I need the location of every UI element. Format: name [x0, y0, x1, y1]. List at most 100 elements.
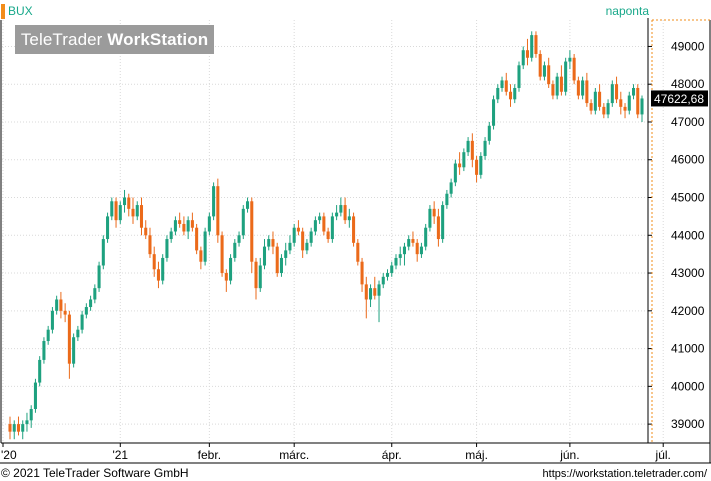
candle: [241, 205, 245, 240]
candle: [93, 284, 97, 304]
candle-body: [500, 80, 504, 88]
candle: [161, 254, 165, 285]
candle-body: [343, 205, 347, 221]
candle: [38, 356, 42, 387]
candle-body: [585, 80, 589, 104]
candle: [479, 152, 483, 179]
candle-body: [398, 254, 402, 258]
candle: [313, 216, 317, 236]
x-tick-label: ápr.: [382, 448, 402, 462]
candle: [8, 416, 12, 440]
candle: [110, 197, 114, 221]
candle: [59, 291, 63, 319]
candle: [615, 76, 619, 104]
candle-body: [419, 246, 423, 255]
y-tick-label: 44000: [671, 228, 705, 242]
y-axis-labels: 39000 40000 41000 42000 43000 44000 45000 46000…: [671, 39, 705, 431]
candle-body: [250, 201, 254, 262]
candle: [394, 254, 398, 270]
candle: [504, 72, 508, 96]
candle-body: [246, 201, 250, 209]
candle: [148, 227, 152, 258]
candle-body: [445, 193, 449, 206]
candle: [492, 95, 496, 130]
symbol-label[interactable]: BUX: [8, 4, 33, 18]
candle-body: [538, 53, 542, 77]
candle: [542, 61, 546, 81]
candle-body: [559, 76, 563, 92]
candle-body: [101, 239, 105, 266]
candle: [76, 325, 80, 342]
candle: [288, 235, 292, 255]
candle-body: [152, 254, 156, 270]
candle: [445, 189, 449, 209]
candle: [156, 261, 160, 289]
candle: [127, 193, 131, 217]
candle-body: [63, 310, 67, 315]
candle-body: [262, 246, 267, 266]
candle-body: [432, 208, 436, 217]
candle-body: [224, 273, 228, 281]
candle-body: [589, 103, 593, 111]
candle: [301, 227, 305, 258]
candle-body: [173, 220, 177, 232]
candle: [284, 242, 288, 266]
candle-body: [161, 257, 165, 281]
candle-body: [356, 242, 360, 262]
candle: [352, 212, 356, 247]
candle-body: [326, 231, 330, 240]
candle-body: [424, 227, 428, 247]
candle: [67, 310, 71, 379]
candle: [122, 189, 127, 213]
y-tick-label: 41000: [671, 342, 705, 356]
candle-body: [517, 65, 521, 88]
candle: [407, 235, 411, 251]
candle: [436, 208, 440, 247]
candle: [424, 223, 428, 251]
candle-body: [508, 91, 513, 100]
y-tick-label: 46000: [671, 153, 705, 167]
candle-body: [602, 106, 606, 115]
candle: [398, 246, 402, 266]
candle: [50, 307, 54, 334]
candle: [216, 178, 220, 243]
candle-body: [525, 50, 530, 58]
candle: [29, 405, 33, 428]
candle-body: [267, 239, 271, 247]
candle-body: [453, 163, 457, 183]
candle-body: [513, 87, 517, 100]
candle: [623, 103, 627, 119]
candle: [169, 227, 173, 243]
candle: [462, 148, 466, 172]
source-link[interactable]: https://workstation.teletrader.com/: [542, 468, 707, 480]
period-label[interactable]: naponta: [605, 4, 649, 18]
candle-body: [381, 276, 385, 285]
candle-body: [84, 307, 88, 315]
candle: [415, 239, 419, 262]
candle-body: [466, 140, 470, 153]
candle-body: [288, 242, 292, 251]
candle-body: [275, 246, 279, 274]
candle: [521, 46, 525, 70]
candle-body: [241, 208, 245, 236]
y-tick-label: 45000: [671, 191, 705, 205]
candle: [237, 231, 241, 247]
candle-body: [29, 409, 33, 421]
candle-body: [390, 265, 394, 274]
x-tick-label: márc.: [279, 448, 309, 462]
candle: [63, 303, 67, 323]
y-tick-label: 39000: [671, 417, 705, 431]
candle: [254, 257, 258, 300]
candle: [369, 284, 373, 308]
candle-body: [593, 91, 597, 111]
candle-body: [148, 235, 152, 255]
candle-body: [318, 216, 322, 221]
candle-body: [415, 242, 419, 255]
candle: [453, 159, 457, 187]
candle: [279, 254, 283, 277]
candle-body: [568, 57, 572, 62]
candle-body: [216, 186, 220, 236]
candle: [80, 310, 84, 334]
candle: [585, 72, 589, 107]
